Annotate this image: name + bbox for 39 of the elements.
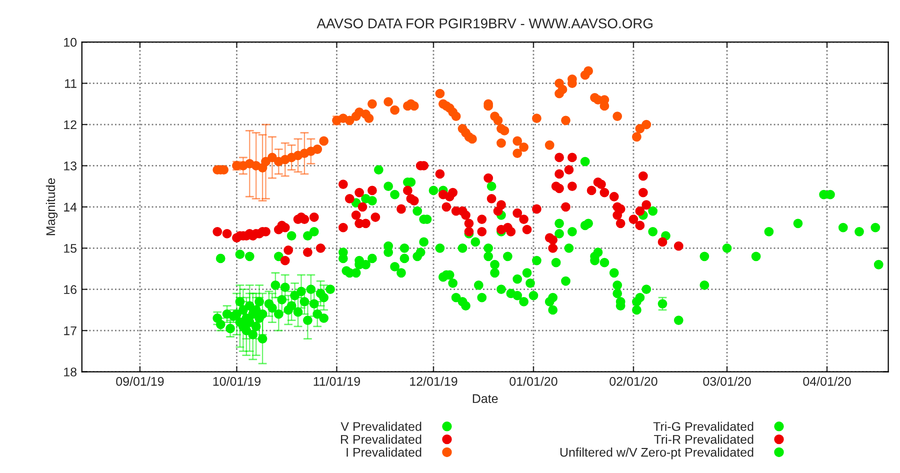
y-tick-label: 10	[64, 38, 77, 47]
x-tick-label: 04/01/20	[803, 376, 851, 386]
y-tick-label: 14	[64, 202, 77, 212]
y-tick-label: 11	[65, 79, 76, 88]
x-tick-label: 01/01/20	[510, 376, 558, 386]
y-tick-label: 12	[64, 120, 76, 130]
point	[854, 226, 864, 236]
legend-label: V Prevalidated	[340, 422, 422, 431]
x-tick-label: 11/01/19	[314, 376, 360, 386]
point	[700, 252, 710, 262]
point	[870, 222, 880, 232]
y-tick-label: 16	[64, 285, 76, 294]
y-tick-label: 17	[64, 326, 76, 336]
point	[751, 252, 761, 262]
point	[722, 243, 732, 253]
point	[658, 237, 668, 247]
legend-label: Tri-R Prevalidated	[654, 434, 754, 444]
y-tick-label: 15	[64, 244, 77, 253]
x-tick-label: 10/01/19	[213, 376, 260, 386]
point	[874, 260, 884, 270]
x-tick-label: 02/01/20	[610, 376, 658, 386]
point	[700, 280, 710, 290]
legend-label: R Prevalidated	[341, 434, 422, 444]
x-tick-label: 12/01/19	[410, 376, 458, 386]
y-tick-label: 13	[64, 162, 76, 170]
point	[826, 190, 835, 200]
chart-title: AAVSO DATA FOR PGIR19BRV - WWW.AAVSO.ORG	[316, 18, 652, 28]
x-tick-label: 03/01/20	[703, 376, 751, 386]
x-tick-label: 09/01/19	[116, 376, 164, 386]
y-tick-label: 18	[64, 368, 76, 376]
point	[674, 241, 684, 251]
legend-label: Unfiltered w/V Zero-pt Prevalidated	[560, 448, 754, 460]
legend-label: I Prevalidated	[346, 448, 422, 457]
point	[764, 226, 774, 236]
legend-label: Tri-G Prevalidated	[653, 422, 754, 431]
point	[793, 218, 803, 228]
x-axis-title: Date	[472, 394, 498, 404]
point	[838, 222, 848, 232]
y-axis-title: Magnitude	[46, 178, 58, 236]
